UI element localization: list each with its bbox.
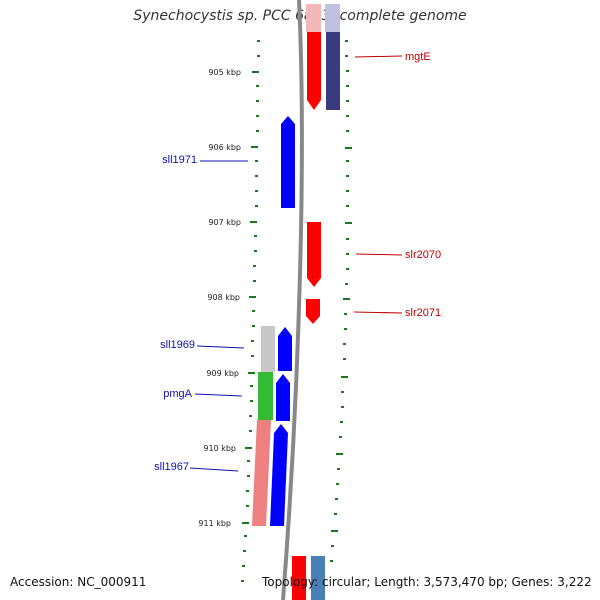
gene-pmgA[interactable] <box>258 372 273 420</box>
leader-slr2070 <box>355 253 403 256</box>
accession-text: Accession: NC_000911 <box>10 575 147 589</box>
topology-text: Topology: circular; Length: 3,573,470 bp… <box>262 575 592 589</box>
gene-pale-pink-top[interactable] <box>306 4 321 32</box>
gene-blue-upper[interactable] <box>278 327 292 371</box>
gene-slr2070[interactable] <box>307 222 321 287</box>
label-pmgA[interactable]: pmgA <box>163 388 192 400</box>
right-dotted-guide <box>330 40 352 562</box>
tick-label-905: 905 kbp <box>208 68 241 77</box>
gene-blue-lower[interactable] <box>270 424 288 526</box>
tick-label-908: 908 kbp <box>207 293 240 302</box>
tick-label-909: 909 kbp <box>206 369 239 378</box>
label-slr2070[interactable]: slr2070 <box>405 249 441 261</box>
leader-sll1967 <box>189 467 239 472</box>
gene-pale-lavender-top[interactable] <box>325 4 340 32</box>
label-slr2071[interactable]: slr2071 <box>405 307 441 319</box>
label-mgtE[interactable]: mgtE <box>405 51 431 63</box>
gene-sll1971[interactable] <box>281 116 295 208</box>
label-sll1969[interactable]: sll1969 <box>160 339 195 351</box>
gene-sll1967[interactable] <box>252 420 271 526</box>
gene-dark-navy[interactable] <box>326 32 340 110</box>
label-sll1971[interactable]: sll1971 <box>162 154 197 166</box>
tick-label-906: 906 kbp <box>208 143 241 152</box>
label-sll1967[interactable]: sll1967 <box>154 461 189 473</box>
tick-label-910: 910 kbp <box>203 444 236 453</box>
tick-label-911: 911 kbp <box>198 519 231 528</box>
gene-sll1969[interactable] <box>261 326 275 372</box>
gene-red-bottom[interactable] <box>292 556 306 600</box>
leader-slr2071 <box>353 311 403 314</box>
gene-steelblue-bottom[interactable] <box>311 556 325 600</box>
tick-label-907: 907 kbp <box>208 218 241 227</box>
leader-pmgA <box>194 393 243 397</box>
gene-slr2071[interactable] <box>306 299 320 324</box>
leader-mgtE <box>354 55 403 58</box>
minus-strand-genes[interactable] <box>252 116 295 526</box>
gene-mgtE[interactable] <box>307 32 321 110</box>
leader-sll1969 <box>196 345 245 349</box>
gene-blue-middle[interactable] <box>276 374 290 421</box>
major-ticks <box>242 71 259 524</box>
genome-backbone <box>281 0 304 600</box>
plus-strand-genes[interactable] <box>292 4 340 600</box>
left-dotted-guide <box>241 40 260 582</box>
